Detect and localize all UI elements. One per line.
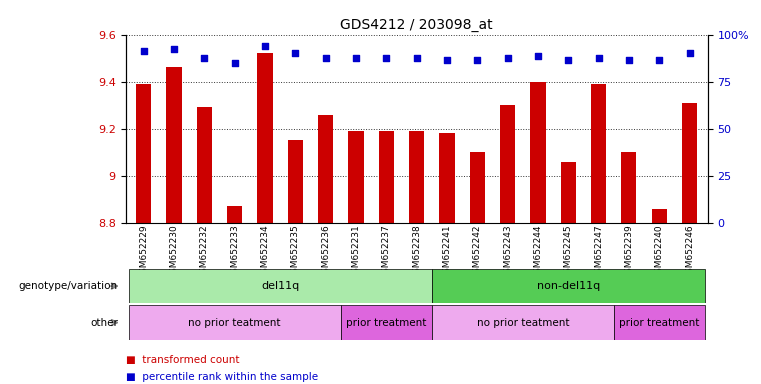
Point — [562, 57, 575, 63]
Title: GDS4212 / 203098_at: GDS4212 / 203098_at — [340, 18, 493, 32]
Point — [501, 55, 514, 61]
Text: prior treatment: prior treatment — [346, 318, 426, 328]
Bar — [431, 305, 613, 340]
Point — [320, 55, 332, 61]
Text: non-del11q: non-del11q — [537, 281, 600, 291]
Text: ■  transformed count: ■ transformed count — [126, 355, 239, 365]
Point — [471, 57, 483, 63]
Text: genotype/variation: genotype/variation — [19, 281, 118, 291]
Bar — [129, 269, 431, 303]
Point — [228, 60, 240, 66]
Text: ■  percentile rank within the sample: ■ percentile rank within the sample — [126, 372, 317, 382]
Point — [622, 57, 635, 63]
Bar — [288, 141, 303, 223]
Bar — [129, 305, 341, 340]
Bar — [651, 209, 667, 223]
Point — [199, 55, 211, 61]
Text: no prior teatment: no prior teatment — [189, 318, 281, 328]
Bar — [470, 152, 485, 223]
Point — [653, 57, 665, 63]
Point — [138, 48, 150, 54]
Bar — [530, 81, 546, 223]
Bar — [341, 305, 431, 340]
Point — [593, 55, 605, 61]
Text: other: other — [90, 318, 118, 328]
Bar — [318, 114, 333, 223]
Bar — [431, 269, 705, 303]
Bar — [561, 162, 576, 223]
Bar — [227, 206, 242, 223]
Bar — [349, 131, 364, 223]
Bar — [613, 305, 705, 340]
Bar — [621, 152, 636, 223]
Bar — [409, 131, 424, 223]
Point — [380, 55, 393, 61]
Text: del11q: del11q — [261, 281, 299, 291]
Point — [441, 57, 453, 63]
Bar — [439, 133, 454, 223]
Point — [683, 50, 696, 56]
Point — [532, 53, 544, 59]
Bar — [500, 105, 515, 223]
Point — [410, 55, 422, 61]
Point — [259, 43, 271, 50]
Bar — [167, 68, 182, 223]
Bar — [197, 108, 212, 223]
Bar — [257, 53, 272, 223]
Bar — [682, 103, 697, 223]
Point — [289, 50, 301, 56]
Point — [168, 46, 180, 52]
Text: prior treatment: prior treatment — [619, 318, 699, 328]
Bar — [591, 84, 607, 223]
Text: no prior teatment: no prior teatment — [476, 318, 569, 328]
Bar — [379, 131, 394, 223]
Bar — [136, 84, 151, 223]
Point — [350, 55, 362, 61]
